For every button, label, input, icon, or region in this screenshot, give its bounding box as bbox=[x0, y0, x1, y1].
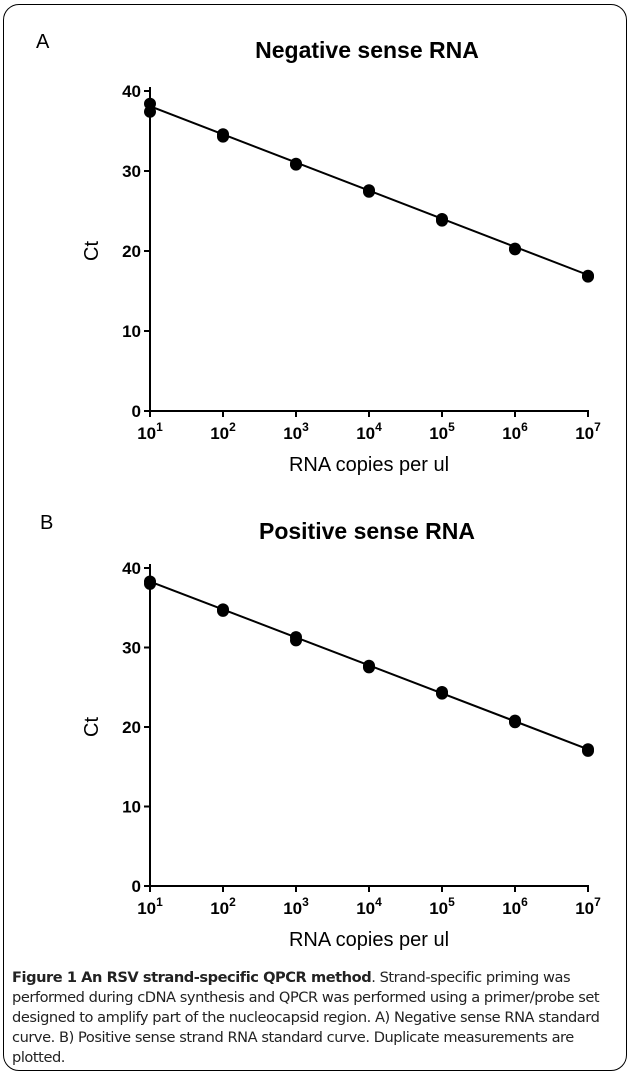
x-tick-label: 104 bbox=[356, 420, 382, 443]
data-point bbox=[582, 271, 594, 283]
data-point bbox=[144, 106, 156, 118]
data-point bbox=[217, 605, 229, 617]
x-tick-label: 102 bbox=[210, 895, 236, 918]
chart-title: Negative sense RNA bbox=[255, 37, 479, 63]
x-axis-label: RNA copies per ul bbox=[289, 454, 449, 476]
data-point bbox=[436, 688, 448, 700]
x-tick-label: 106 bbox=[502, 895, 528, 918]
data-point bbox=[509, 716, 521, 728]
y-tick-label: 10 bbox=[122, 322, 141, 341]
y-tick-label: 20 bbox=[122, 718, 141, 737]
data-point bbox=[363, 661, 375, 673]
x-tick-label: 106 bbox=[502, 420, 528, 443]
data-point bbox=[509, 243, 521, 255]
data-point bbox=[290, 634, 302, 646]
y-tick-label: 0 bbox=[132, 877, 141, 896]
y-tick-label: 20 bbox=[122, 242, 141, 261]
y-tick-label: 30 bbox=[122, 162, 141, 181]
data-point bbox=[582, 745, 594, 757]
y-tick-label: 30 bbox=[122, 639, 141, 658]
chart-panel-b: B Positive sense RNA 0 10 20 30 40 101 102 103 104… bbox=[0, 487, 633, 967]
x-tick-label: 105 bbox=[429, 420, 455, 443]
x-tick-label: 102 bbox=[210, 420, 236, 443]
data-point bbox=[363, 186, 375, 198]
x-tick-label: 107 bbox=[575, 420, 601, 443]
x-axis-label: RNA copies per ul bbox=[289, 929, 449, 951]
caption-title: Figure 1 An RSV strand-specific QPCR met… bbox=[12, 969, 371, 986]
panel-label: A bbox=[36, 31, 50, 53]
y-tick-label: 40 bbox=[122, 559, 141, 578]
chart-title: Positive sense RNA bbox=[259, 518, 475, 544]
chart-panel-a: A Negative sense RNA 0 10 20 30 40 101 102 103 104… bbox=[0, 0, 633, 487]
data-point bbox=[144, 578, 156, 590]
data-point bbox=[436, 215, 448, 227]
x-tick-label: 103 bbox=[283, 420, 309, 443]
x-tick-label: 103 bbox=[283, 895, 309, 918]
panel-label: B bbox=[40, 512, 53, 534]
data-point bbox=[217, 131, 229, 143]
y-axis-label: Ct bbox=[81, 241, 103, 261]
x-tick-label: 101 bbox=[137, 420, 163, 443]
x-tick-label: 104 bbox=[356, 895, 382, 918]
y-axis-label: Ct bbox=[81, 717, 103, 737]
x-tick-label: 107 bbox=[575, 895, 601, 918]
x-tick-label: 105 bbox=[429, 895, 455, 918]
y-tick-label: 40 bbox=[122, 82, 141, 101]
y-tick-label: 10 bbox=[122, 798, 141, 817]
data-point bbox=[290, 159, 302, 171]
figure-caption: Figure 1 An RSV strand-specific QPCR met… bbox=[12, 968, 624, 1068]
x-tick-label: 101 bbox=[137, 895, 163, 918]
y-tick-label: 0 bbox=[132, 402, 141, 421]
